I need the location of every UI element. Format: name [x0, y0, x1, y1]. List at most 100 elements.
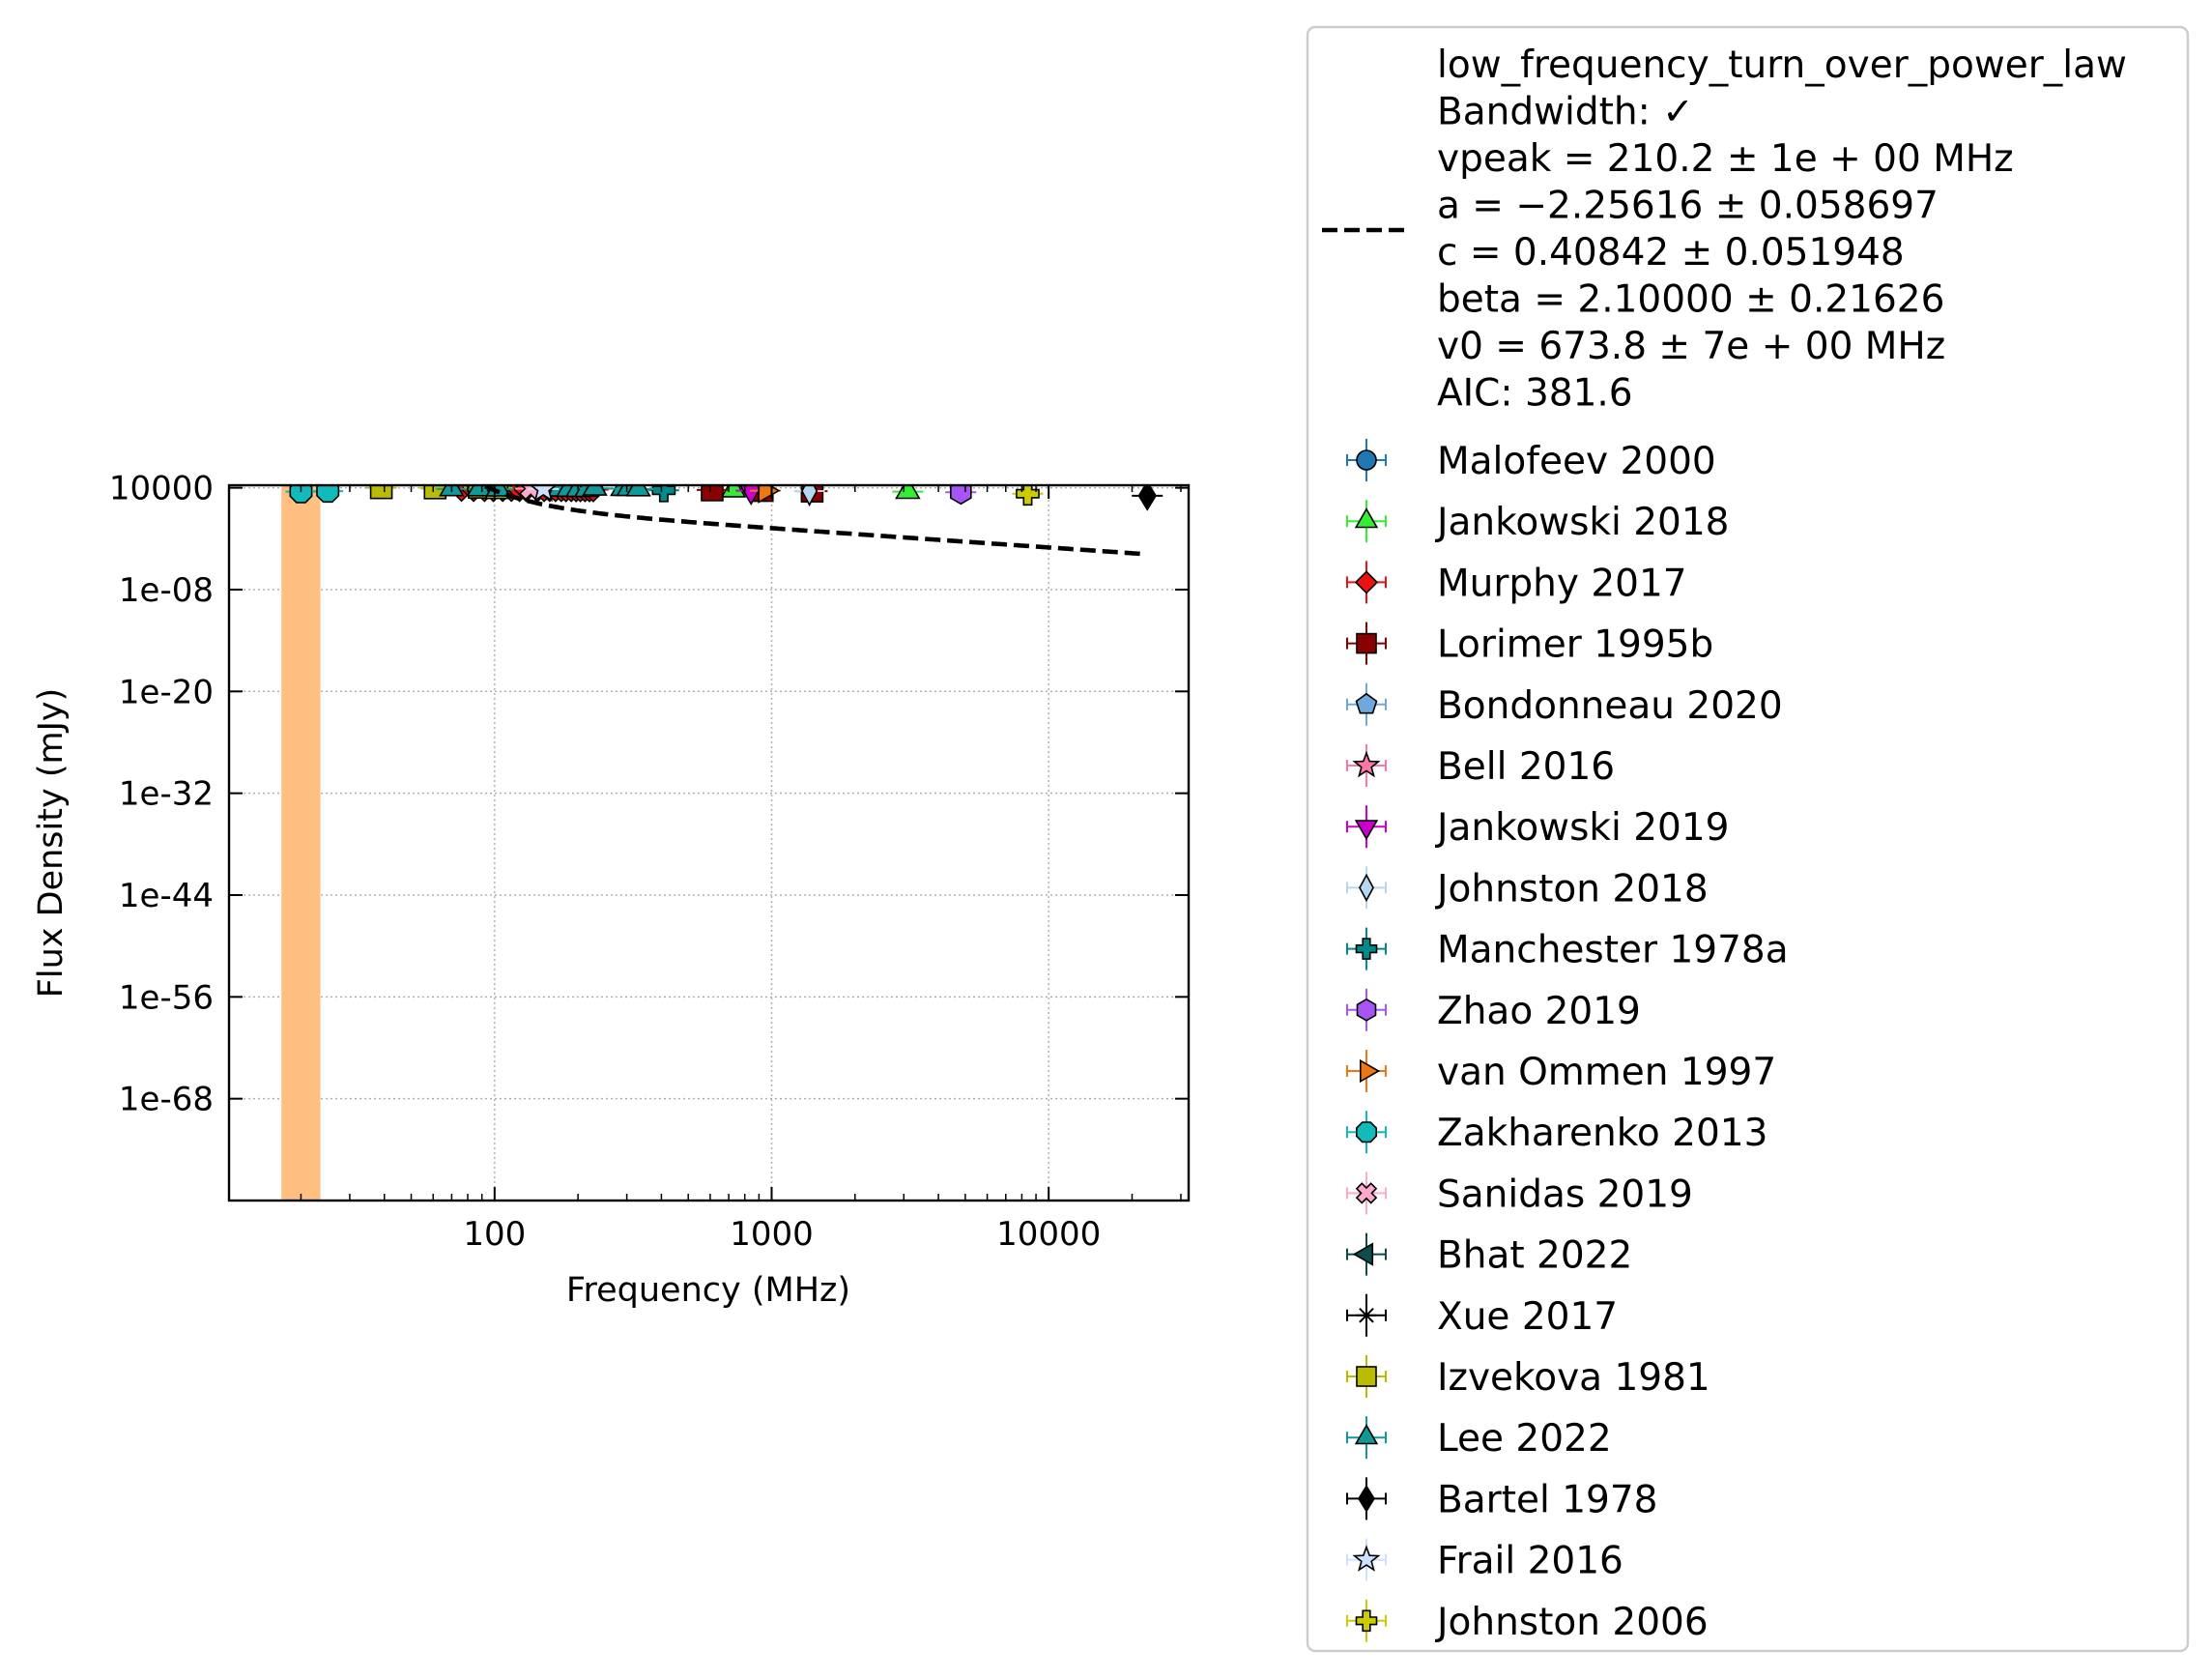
legend-entry: Manchester 1978a	[1346, 927, 1789, 972]
y-tick-label: 1e-20	[119, 673, 214, 711]
legend-label: Xue 2017	[1437, 1295, 1618, 1339]
legend-fit-label: low_frequency_turn_over_power_law	[1437, 43, 2127, 87]
legend-label: Jankowski 2019	[1434, 806, 1729, 850]
legend-label: Jankowski 2018	[1434, 501, 1729, 544]
data-point	[530, 485, 558, 503]
legend-entry: Frail 2016	[1346, 1538, 1623, 1583]
legend-label: Johnston 2006	[1434, 1601, 1709, 1644]
legend-frame	[1306, 25, 2190, 1653]
x-tick-label: 1000	[730, 1215, 814, 1254]
legend-marker	[1356, 1366, 1377, 1387]
y-tick-label: 1e-08	[119, 571, 214, 610]
legend-marker	[1354, 570, 1379, 594]
data-point	[1137, 485, 1157, 511]
legend-label: Bhat 2022	[1437, 1234, 1632, 1278]
legend-label: Lorimer 1995b	[1437, 623, 1713, 667]
y-tick-label: 1e-44	[119, 877, 214, 915]
x-axis-ticks: 100 1000 10000	[300, 485, 1182, 1254]
legend-entry: Murphy 2017	[1346, 561, 1687, 605]
y-tick-label: 1e-32	[119, 775, 214, 814]
x-tick-label: 10000	[996, 1215, 1101, 1254]
x-axis-title: Frequency (MHz)	[566, 1271, 850, 1310]
legend-entry: Johnston 2018	[1346, 866, 1709, 911]
legend-label: Zhao 2019	[1437, 990, 1641, 1033]
legend-marker	[1356, 1121, 1377, 1143]
legend-marker	[1354, 1424, 1379, 1445]
y-tick-label: 1e-56	[119, 978, 214, 1017]
legend-label: Bondonneau 2020	[1437, 684, 1783, 728]
legend-marker	[1356, 998, 1377, 1022]
legend-marker	[1355, 692, 1378, 714]
legend-entry: Bell 2016	[1346, 744, 1615, 789]
legend-marker	[1355, 1609, 1378, 1633]
legend-label: Malofeev 2000	[1437, 440, 1716, 483]
y-axis-ticks: 10000 1e-08 1e-20 1e-32 1e-44 1e-56 1e-68	[109, 470, 1189, 1119]
legend-label: Murphy 2017	[1437, 562, 1687, 605]
legend-label: Izvekova 1981	[1437, 1356, 1710, 1400]
data-point	[720, 485, 747, 498]
legend-label: Zakharenko 2013	[1437, 1112, 1767, 1155]
legend-entry: Bartel 1978	[1346, 1477, 1657, 1521]
plot-frame	[227, 483, 1191, 1202]
legend-label: Johnston 2018	[1434, 867, 1709, 911]
legend-entry: Lorimer 1995b	[1346, 622, 1713, 667]
data-point	[369, 485, 393, 500]
grid-lines	[229, 485, 1189, 1201]
fit-uncertainty-band	[281, 485, 321, 1201]
y-tick-label: 1e-68	[119, 1081, 214, 1119]
legend-marker	[1352, 1242, 1374, 1266]
legend-label: Manchester 1978a	[1437, 929, 1789, 972]
legend-fit-label: v0 = 673.8 ± 7e + 00 MHz	[1437, 325, 1945, 368]
legend-marker	[1356, 449, 1377, 471]
legend-label: Bell 2016	[1437, 745, 1615, 789]
legend-marker	[1352, 750, 1381, 778]
legend-entry: Johnston 2006	[1346, 1599, 1709, 1644]
legend-marker	[1357, 1305, 1376, 1325]
legend-entry: Malofeev 2000	[1346, 439, 1716, 483]
legend-entry: Bondonneau 2020	[1346, 682, 1783, 728]
legend-entry: Jankowski 2019	[1346, 805, 1729, 850]
legend-marker	[1354, 820, 1379, 841]
legend-label: Sanidas 2019	[1437, 1172, 1693, 1216]
legend-fit-label: c = 0.40842 ± 0.051948	[1437, 231, 1905, 275]
data-point	[582, 485, 608, 496]
data-point	[800, 485, 819, 507]
fit-uncertainty-fill	[281, 485, 321, 1201]
legend-entry: Jankowski 2018	[1346, 500, 1729, 544]
legend: low_frequency_turn_over_power_lawBandwid…	[1306, 25, 2190, 1653]
legend-fit-label: a = −2.25616 ± 0.058697	[1437, 185, 1939, 228]
legend-entry: Xue 2017	[1346, 1293, 1618, 1339]
legend-label: van Ommen 1997	[1437, 1051, 1776, 1094]
legend-entry: Zhao 2019	[1346, 988, 1641, 1033]
data-point	[289, 485, 313, 504]
fit-curve	[477, 485, 1144, 557]
y-tick-label: 10000	[109, 470, 214, 508]
legend-entry: van Ommen 1997	[1346, 1050, 1776, 1094]
legend-marker	[1354, 507, 1379, 529]
legend-label: Bartel 1978	[1437, 1478, 1657, 1521]
legend-label: Frail 2016	[1437, 1540, 1623, 1583]
legend-fit-label: Bandwidth: ✓	[1437, 91, 1694, 134]
legend-marker	[1356, 632, 1377, 654]
data-point	[316, 485, 340, 504]
legend-fit-label: vpeak = 210.2 ± 1e + 00 MHz	[1437, 137, 2014, 181]
legend-marker	[1352, 1545, 1381, 1572]
legend-marker	[1355, 1182, 1378, 1204]
x-tick-label: 100	[463, 1215, 526, 1254]
data-point	[949, 485, 972, 506]
legend-entry: Lee 2022	[1346, 1416, 1612, 1461]
legend-marker	[1355, 938, 1378, 960]
data-points	[285, 485, 1163, 511]
legend-entry: Izvekova 1981	[1346, 1355, 1710, 1400]
legend-fit-label: beta = 2.10000 ± 0.21626	[1437, 278, 1944, 322]
data-point	[701, 485, 724, 502]
legend-fit-label: AIC: 381.6	[1437, 372, 1633, 416]
legend-marker	[1360, 1058, 1381, 1084]
legend-entry: Bhat 2022	[1346, 1232, 1632, 1278]
y-axis-title: Flux Density (mJy)	[32, 688, 71, 999]
legend-entry: Sanidas 2019	[1346, 1172, 1693, 1216]
data-point	[651, 485, 676, 503]
legend-marker	[1359, 873, 1374, 903]
legend-marker	[1358, 1484, 1375, 1513]
